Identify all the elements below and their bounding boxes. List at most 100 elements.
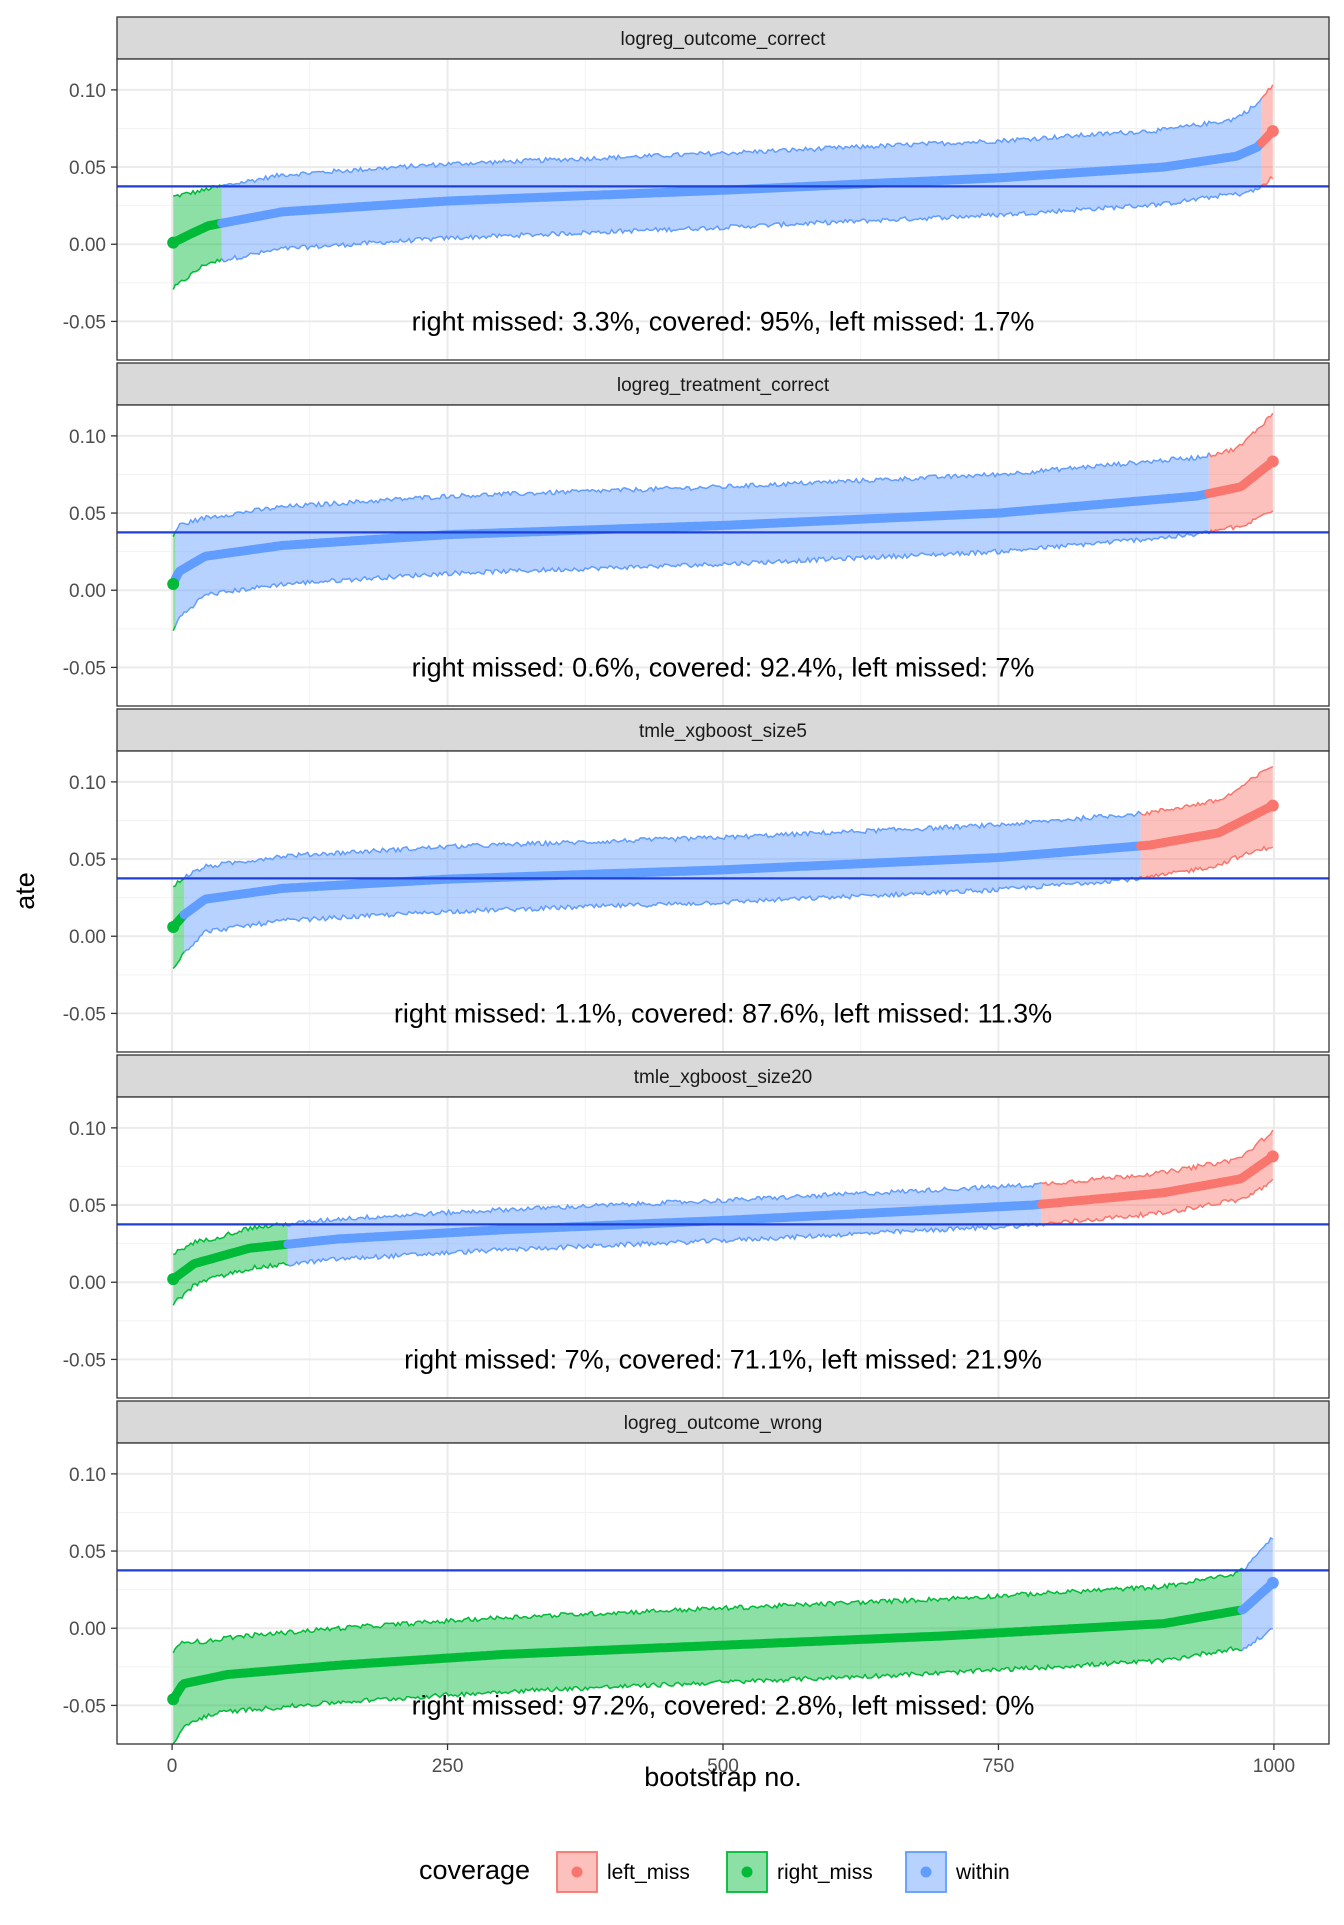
- y-tick-label: 0.10: [69, 773, 106, 794]
- legend: coverage left_miss right_miss within: [419, 1851, 1010, 1893]
- legend-label-right_miss: right_miss: [777, 1861, 873, 1884]
- ci-lower-within: [287, 1222, 1042, 1267]
- x-tick-label: 500: [707, 1756, 739, 1777]
- panel-data: [167, 765, 1279, 970]
- coverage-annotation: right missed: 0.6%, covered: 92.4%, left…: [412, 652, 1035, 682]
- facet-title: tmle_xgboost_size20: [634, 1067, 813, 1088]
- ci-lower-right_miss: [172, 1261, 288, 1306]
- ci-upper-within: [221, 97, 1263, 187]
- facet-strip: [116, 16, 1330, 60]
- coverage-annotation: right missed: 3.3%, covered: 95%, left m…: [412, 306, 1035, 336]
- panel-border: [116, 404, 1330, 707]
- ci-lower-right_miss: [172, 625, 177, 632]
- y-tick-label: 0.05: [69, 1542, 106, 1563]
- ci-lower-left_miss: [1140, 845, 1274, 880]
- estimate-line-within: [1237, 1578, 1278, 1615]
- y-tick-label: 0.10: [69, 427, 106, 448]
- ci-lower-right_miss: [172, 1645, 1242, 1744]
- ci-upper-right_miss: [172, 1567, 1243, 1654]
- legend-key-dot-within: [920, 1866, 932, 1878]
- y-tick-label: 0.10: [69, 1119, 106, 1140]
- ci-lower-left_miss: [1040, 1178, 1274, 1227]
- facet-title: logreg_outcome_correct: [621, 29, 827, 50]
- ci-lower-left_miss: [1261, 175, 1274, 186]
- coverage-annotation: right missed: 7%, covered: 71.1%, left m…: [404, 1344, 1042, 1374]
- ci-upper-right_miss: [172, 878, 185, 888]
- estimate-line-left_miss: [1204, 456, 1278, 498]
- y-tick-label: -0.05: [63, 1350, 106, 1371]
- ci-ribbon-right_miss: [173, 185, 222, 290]
- x-axis-title: bootstrap no.: [644, 1762, 802, 1792]
- estimate-point-first: [167, 1273, 180, 1286]
- estimate-line-within: [170, 489, 1214, 584]
- estimate-point-last: [1266, 125, 1279, 138]
- estimate-point-first: [167, 236, 180, 249]
- estimate-line-left_miss: [1136, 801, 1278, 851]
- coverage-annotation: right missed: 1.1%, covered: 87.6%, left…: [394, 998, 1052, 1028]
- panel-border: [116, 750, 1330, 1053]
- y-tick-label: -0.05: [63, 312, 106, 333]
- ci-upper-right_miss: [173, 1221, 289, 1256]
- ci-ribbon-left_miss: [1208, 413, 1273, 534]
- estimate-line-within: [283, 1199, 1046, 1249]
- facet-strip: [116, 362, 1330, 406]
- ci-upper-within: [1241, 1536, 1274, 1572]
- facet-strip: [116, 708, 1330, 752]
- estimate-point-first: [167, 920, 180, 933]
- estimate-line-right_miss: [168, 218, 227, 248]
- ci-lower-left_miss: [1208, 510, 1274, 535]
- coverage-annotation: right missed: 97.2%, covered: 2.8%, left…: [412, 1690, 1035, 1720]
- y-tick-label: 0.00: [69, 235, 106, 256]
- estimate-line-right_miss: [168, 1605, 1247, 1704]
- ci-lower-right_miss: [172, 258, 223, 290]
- y-tick-label: 0.05: [69, 158, 106, 179]
- y-tick-label: 0.10: [69, 1465, 106, 1486]
- ci-upper-within: [287, 1181, 1042, 1227]
- y-tick-label: 0.05: [69, 1196, 106, 1217]
- ci-upper-left_miss: [1261, 84, 1274, 99]
- y-tick-label: 0.00: [69, 927, 106, 948]
- legend-label-left_miss: left_miss: [607, 1861, 690, 1884]
- facet-title: tmle_xgboost_size5: [639, 721, 807, 742]
- legend-title: coverage: [419, 1855, 530, 1885]
- ci-ribbon-left_miss: [1140, 766, 1273, 879]
- ci-upper-within: [183, 810, 1142, 880]
- panel-data: [167, 84, 1279, 290]
- ci-lower-within: [221, 184, 1263, 263]
- panel-data: [167, 412, 1279, 632]
- ci-upper-left_miss: [1041, 1129, 1274, 1187]
- facet-strip: [116, 1054, 1330, 1098]
- ci-ribbon-within: [221, 98, 1262, 262]
- legend-key-within: [905, 1851, 947, 1893]
- facet-strip: [116, 1400, 1330, 1444]
- ci-lower-within: [1241, 1628, 1273, 1651]
- y-tick-label: 0.05: [69, 504, 106, 525]
- y-axis-title: ate: [10, 872, 40, 910]
- estimate-line-right_miss: [168, 1239, 293, 1284]
- estimate-point-last: [1266, 799, 1279, 812]
- ci-lower-within: [174, 530, 1210, 627]
- panel-border: [116, 58, 1330, 361]
- x-tick-label: 0: [167, 1756, 178, 1777]
- ci-upper-left_miss: [1140, 765, 1274, 816]
- panel-border: [116, 1096, 1330, 1399]
- estimate-line-within: [179, 841, 1146, 920]
- y-tick-label: -0.05: [63, 1004, 106, 1025]
- estimate-point-last: [1266, 455, 1279, 468]
- y-tick-label: -0.05: [63, 1696, 106, 1717]
- ci-ribbon-right_miss: [173, 1568, 1243, 1744]
- panel-data: [167, 1536, 1279, 1744]
- y-tick-label: -0.05: [63, 658, 106, 679]
- legend-label-within: within: [955, 1861, 1010, 1884]
- legend-key-dot-left_miss: [571, 1866, 583, 1878]
- y-tick-label: 0.00: [69, 581, 106, 602]
- x-tick-label: 250: [432, 1756, 464, 1777]
- ci-ribbon-within: [175, 452, 1209, 627]
